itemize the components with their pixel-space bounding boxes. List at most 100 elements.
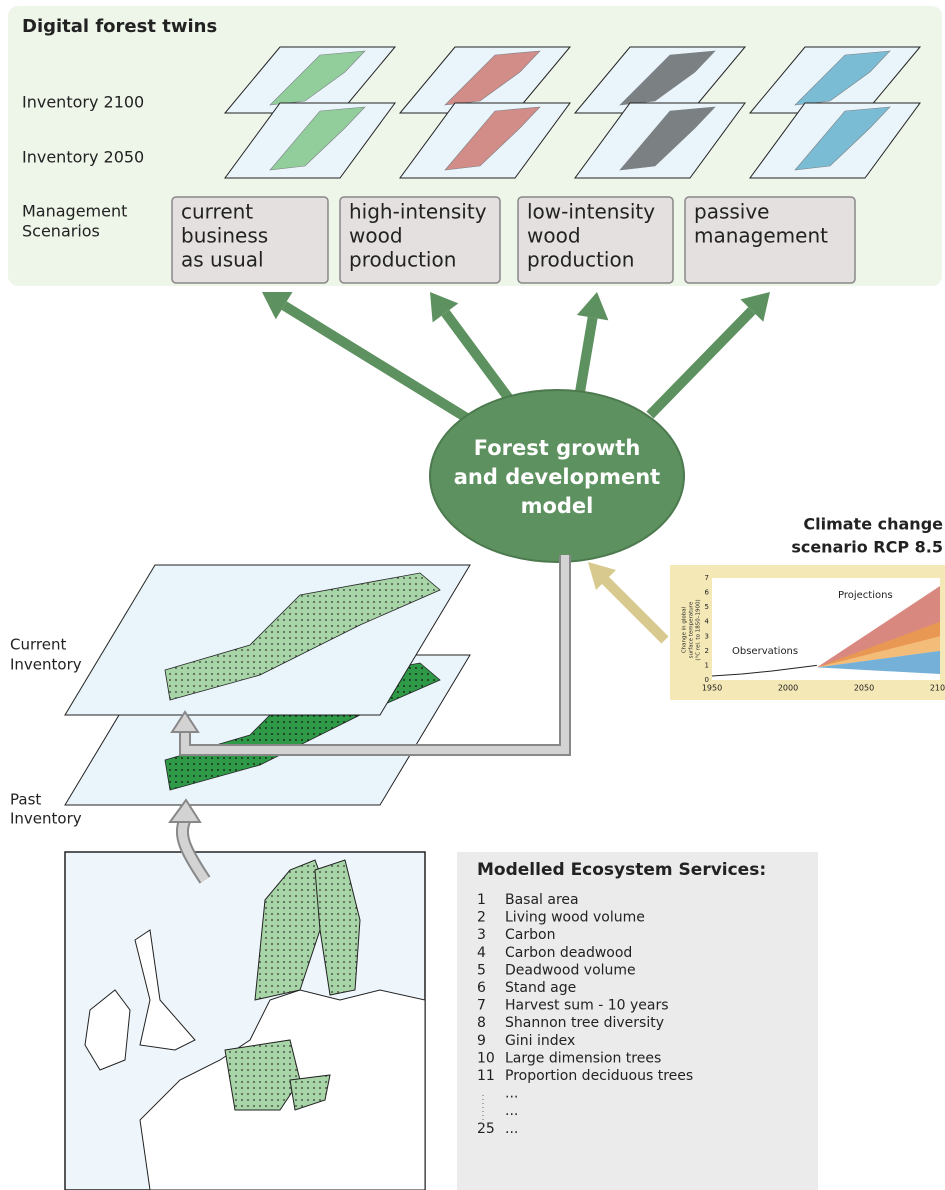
service-number: 4: [477, 945, 486, 961]
scenario-label: management: [694, 224, 828, 248]
forest-area: [269, 50, 366, 106]
arrow-head: [170, 710, 200, 733]
scenarios-label: Management: [22, 202, 127, 221]
projection-band: [816, 586, 940, 668]
arrow-head: [168, 798, 202, 823]
service-label: ...: [505, 1121, 518, 1137]
services-list: 1 Basal area 2 Living wood volume 3 Carbon 4 Ca…: [477, 892, 693, 1137]
scenario-box: [684, 196, 856, 284]
service-label: Carbon deadwood: [505, 945, 632, 961]
y-tick-label: 6: [705, 589, 710, 597]
scenario-label: passive: [694, 200, 770, 224]
arrow-shaft: [599, 574, 669, 644]
annotation: Projections: [838, 590, 893, 601]
projection-band: [816, 621, 940, 668]
scenario-label: low-intensity: [527, 200, 655, 224]
arrow-head: [576, 292, 609, 321]
y-axis-label: Change in global: [682, 606, 688, 653]
service-label: Harvest sum - 10 years: [505, 998, 669, 1014]
service-label: Shannon tree diversity: [505, 1015, 664, 1031]
x-tick-label: 2000: [778, 684, 798, 693]
service-number: 10: [477, 1050, 495, 1066]
model-label: and development: [454, 465, 660, 489]
y-tick-label: 7: [705, 574, 709, 582]
scenario-label: wood: [527, 224, 581, 248]
services-title: Modelled Ecosystem Services:: [477, 860, 766, 880]
climate-title: Climate change: [803, 515, 943, 534]
arrow-shaft: [646, 307, 756, 419]
service-label: Stand age: [505, 980, 576, 996]
arrow-head: [588, 562, 616, 590]
service-number: 5: [477, 962, 486, 978]
scenario-box: [339, 196, 501, 284]
forest-area: [794, 50, 891, 106]
service-number: 25: [477, 1121, 495, 1137]
layer-label: Past: [10, 791, 41, 809]
y-tick-label: 4: [705, 618, 710, 626]
y-tick-label: 0: [705, 676, 709, 684]
service-label: Basal area: [505, 892, 579, 908]
y-tick-label: 1: [705, 661, 709, 669]
scenario-box: [517, 196, 674, 284]
service-number: 7: [477, 998, 486, 1014]
service-number: 8: [477, 1015, 486, 1031]
row-label: Inventory 2100: [22, 93, 144, 112]
service-number: 3: [477, 927, 486, 943]
forest-area: [444, 50, 541, 106]
scenario-label: as usual: [181, 248, 264, 272]
inventory-layers: [64, 555, 571, 806]
arrow-shaft: [177, 818, 209, 883]
arrow-head: [262, 292, 293, 320]
x-tick-label: 2050: [854, 684, 874, 693]
arrow-head: [430, 292, 459, 323]
service-label: Deadwood volume: [505, 962, 636, 978]
projection-band: [816, 650, 940, 674]
service-number: 6: [477, 980, 486, 996]
climate-chart: 0 1 2 3 4 5 6 7 1950 2000 2050 2100 Change in global…: [682, 574, 945, 693]
scenario-label: wood: [349, 224, 403, 248]
x-tick-label: 2100: [930, 684, 945, 693]
x-tick-label: 1950: [702, 684, 722, 693]
y-tick-label: 5: [705, 603, 709, 611]
forest-area: [619, 106, 716, 171]
scenario-box: [171, 196, 329, 284]
climate-title: scenario RCP 8.5: [791, 538, 943, 557]
service-label: Proportion deciduous trees: [505, 1068, 693, 1084]
service-number: 2: [477, 910, 486, 926]
y-tick-label: 3: [705, 632, 709, 640]
scenario-label: high-intensity: [349, 200, 487, 224]
services-panel: [457, 852, 818, 1190]
arrow-shaft: [441, 309, 515, 403]
observations-line: [711, 664, 817, 677]
twin-maps: [223, 46, 922, 179]
scenarios-label: Scenarios: [22, 222, 100, 241]
arrows: [262, 292, 770, 644]
y-tick-label: 2: [705, 647, 709, 655]
scenario-label: current: [181, 200, 253, 224]
service-label: Large dimension trees: [505, 1050, 661, 1066]
service-label: Gini index: [505, 1033, 575, 1049]
service-label: Living wood volume: [505, 910, 645, 926]
service-label: ...: [505, 1086, 518, 1102]
y-axis-label: surface temperature: [689, 601, 695, 658]
y-axis-label: (°C rel. to 1850–1900): [696, 599, 702, 660]
panel-title: Digital forest twins: [22, 16, 217, 37]
europe-shapes: [84, 859, 426, 1190]
scenario-label: production: [527, 248, 634, 272]
model-label: Forest growth: [474, 436, 641, 460]
model-node: [429, 389, 685, 563]
layer-label: Current: [10, 636, 66, 654]
forest-area: [164, 572, 441, 701]
forest-area: [619, 50, 716, 106]
service-label: ...: [505, 1103, 518, 1119]
connector: [181, 555, 569, 754]
service-number: 11: [477, 1068, 495, 1084]
layer-label: Inventory: [10, 656, 82, 674]
annotation: Observations: [732, 646, 798, 657]
model-label: model: [521, 494, 594, 518]
arrow-head: [740, 292, 770, 322]
service-number: 1: [477, 892, 486, 908]
arrow-shaft: [281, 301, 473, 425]
